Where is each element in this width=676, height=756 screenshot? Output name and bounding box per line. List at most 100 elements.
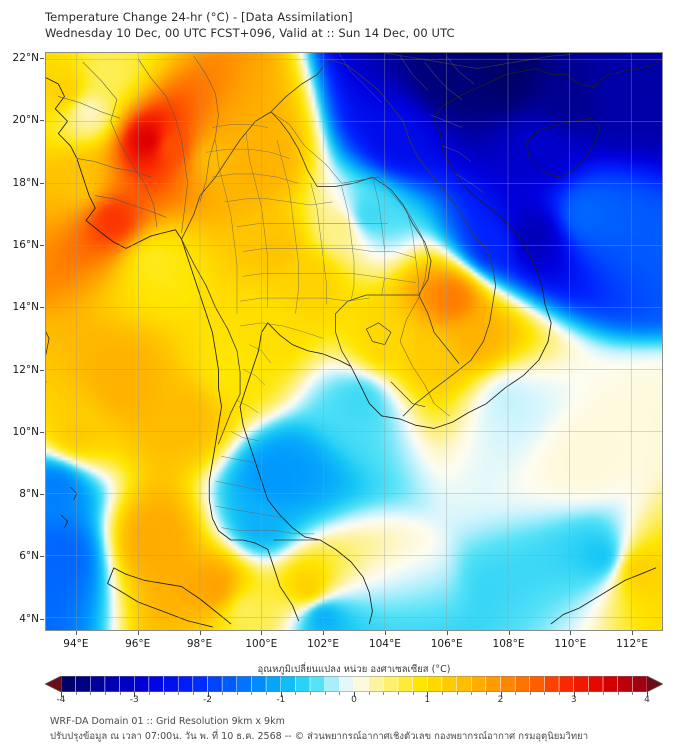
colorbar-tick-mark <box>354 692 355 697</box>
colorbar-tick-label: 3 <box>570 695 577 705</box>
map-boundary-line <box>224 198 333 206</box>
map-boundary-line <box>338 53 382 103</box>
colorbar-tick-mark <box>427 692 429 697</box>
x-tick-label: 104°E <box>368 638 401 650</box>
map-boundary-line <box>239 322 373 625</box>
map-boundary-line <box>406 207 419 296</box>
colorbar-tick-mark <box>339 692 341 695</box>
colorbar-tick-mark <box>441 692 443 695</box>
colorbar-tick-label: 2 <box>497 695 504 705</box>
y-tick-label: 10°N <box>12 425 39 438</box>
y-tick-label: 6°N <box>19 550 39 563</box>
map-boundary-line <box>212 124 269 128</box>
y-tick-mark <box>40 58 44 60</box>
footer-block: WRF-DA Domain 01 :: Grid Resolution 9km … <box>50 714 670 744</box>
map-boundary-line <box>245 133 269 308</box>
y-tick-mark <box>40 618 44 620</box>
map-boundary-line <box>242 273 416 283</box>
y-tick-label: 22°N <box>12 52 39 65</box>
colorbar-tick-label: 4 <box>644 695 650 705</box>
x-tick-label: 110°E <box>554 638 587 650</box>
map-boundary-line <box>519 58 662 88</box>
x-tick-mark <box>75 631 77 635</box>
map-boundary-line <box>215 505 287 519</box>
colorbar-tick-mark <box>104 692 106 695</box>
x-tick-mark <box>137 631 139 635</box>
map-boundary-line <box>230 431 259 441</box>
colorbar-tick-mark <box>163 692 165 695</box>
colorbar-tick-label: -4 <box>56 695 66 705</box>
temperature-field-raster <box>46 53 662 630</box>
x-tick-mark <box>384 631 386 635</box>
colorbar-tick-mark <box>544 692 546 695</box>
x-tick-mark <box>508 631 510 635</box>
y-axis: 4°N 6°N 8°N 10°N 12°N 14°N 16°N 18°N 20°N 22°N <box>0 52 44 631</box>
colorbar-tick-mark <box>412 692 414 695</box>
colorbar-tick-label: -1 <box>276 695 286 705</box>
map-boundary-line <box>221 527 315 535</box>
colorbar-ticks: -4 -3 -2 -1 0 1 2 3 4 <box>45 692 663 706</box>
chart-title-line-2: Wednesday 10 Dec, 00 UTC FCST+096, Valid… <box>45 26 455 40</box>
colorbar-tick-mark <box>515 692 517 695</box>
footer-line-model: WRF-DA Domain 01 :: Grid Resolution 9km … <box>50 716 285 727</box>
map-boundary-line <box>446 55 475 85</box>
y-tick-mark <box>40 369 44 371</box>
x-tick-mark <box>446 631 448 635</box>
x-tick-label: 108°E <box>492 638 525 650</box>
y-tick-label: 8°N <box>19 488 39 501</box>
map-plot-area[interactable] <box>45 52 663 631</box>
y-tick-label: 20°N <box>12 114 39 127</box>
map-boundary-line <box>341 186 355 302</box>
x-tick-mark <box>199 631 201 635</box>
y-tick-mark <box>40 182 44 184</box>
map-boundary-line <box>399 55 429 91</box>
colorbar-tick-label: 0 <box>351 695 357 705</box>
x-tick-label: 112°E <box>616 638 649 650</box>
y-tick-label: 14°N <box>12 301 39 314</box>
y-tick-mark <box>40 120 44 122</box>
map-boundary-line <box>205 148 290 159</box>
colorbar-tick-mark <box>573 692 575 697</box>
map-boundary-line <box>236 223 389 227</box>
colorbar-tick-mark <box>295 692 297 695</box>
colorbar-tick-mark <box>251 692 253 695</box>
map-boundary-line <box>242 248 416 259</box>
colorbar-tick-mark <box>529 692 531 695</box>
map-boundary-line <box>270 111 450 417</box>
map-boundary-line <box>107 567 213 628</box>
map-boundary-line <box>221 456 265 469</box>
map-boundary-line <box>366 322 392 345</box>
colorbar-tick-mark <box>617 692 619 695</box>
colorbar-tick-mark <box>61 692 62 697</box>
y-tick-label: 16°N <box>12 239 39 251</box>
map-boundary-line <box>82 61 158 227</box>
colorbar-tick-mark <box>324 692 326 695</box>
colorbar: อุณหภูมิเปลี่ยนแปลง หน่วย องศาเซลเซียส (… <box>45 662 663 706</box>
y-tick-mark <box>40 245 44 246</box>
y-tick-label: 4°N <box>19 612 39 625</box>
map-boundary-line <box>193 55 219 203</box>
colorbar-tick-mark <box>500 692 502 697</box>
colorbar-tick-mark <box>207 692 209 697</box>
map-boundary-line <box>443 145 472 162</box>
temperature-change-heatmap <box>46 53 662 630</box>
colorbar-tick-mark <box>90 692 92 695</box>
map-boundary-line <box>276 139 299 314</box>
colorbar-tick-mark <box>192 692 194 695</box>
y-tick-mark <box>40 556 44 558</box>
map-boundary-line <box>61 514 68 529</box>
map-boundary-line <box>138 58 188 234</box>
colorbar-gradient[interactable] <box>45 676 663 692</box>
colorbar-tick-mark <box>266 692 268 695</box>
map-boundary-line <box>215 480 262 491</box>
x-tick-label: 96°E <box>125 638 151 650</box>
y-tick-label: 18°N <box>12 176 39 189</box>
colorbar-tick-mark <box>383 692 385 695</box>
x-tick-mark <box>632 631 634 635</box>
map-boundary-line <box>550 567 657 625</box>
map-boundary-line <box>526 117 601 178</box>
map-boundary-line <box>46 77 300 622</box>
map-boundary-line <box>236 400 259 414</box>
colorbar-tick-mark <box>603 692 605 695</box>
footer-line-credit: ปรับปรุงข้อมูล ณ เวลา 07:00น. วัน พ. ที่… <box>50 731 589 742</box>
